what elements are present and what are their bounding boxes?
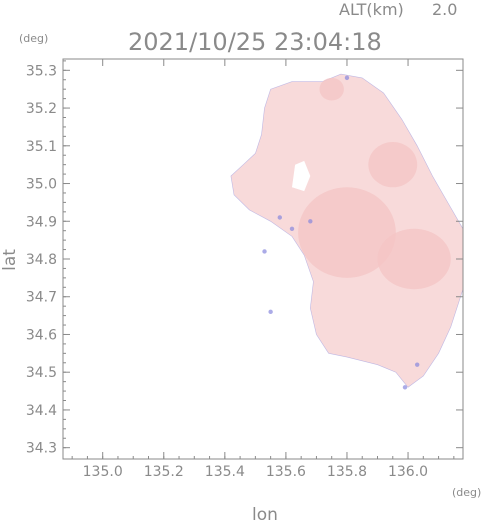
y-tick-label-5: 34.8 <box>26 252 57 268</box>
data-field <box>230 73 464 390</box>
x-tick-label-0: 135.0 <box>83 464 123 480</box>
y-tick-label-0: 34.3 <box>26 441 57 457</box>
negative-cell-1 <box>289 226 295 232</box>
negative-cell-2 <box>277 215 282 220</box>
y-tick-label-1: 34.4 <box>26 403 57 419</box>
field-patch-3 <box>368 142 418 188</box>
field-patch-1 <box>298 187 396 278</box>
y-tick-label-2: 34.5 <box>26 365 57 381</box>
negative-cell-4 <box>268 309 273 315</box>
negative-cell-5 <box>402 385 408 390</box>
negative-cell-0 <box>308 219 313 224</box>
x-tick-label-3: 135.6 <box>266 464 306 480</box>
negative-cell-6 <box>414 362 420 367</box>
y-axis-label: lat <box>0 249 20 271</box>
y-axis-unit: (deg) <box>19 32 48 45</box>
altitude-value: 2.0 <box>432 0 457 19</box>
field-patch-0 <box>319 77 344 101</box>
negative-cell-3 <box>262 249 267 254</box>
y-tick-label-9: 35.2 <box>26 101 57 117</box>
x-tick-label-5: 136.0 <box>388 464 428 480</box>
x-tick-label-4: 135.8 <box>327 464 367 480</box>
altitude-label: ALT(km) <box>339 0 404 19</box>
field-patch-2 <box>377 228 451 290</box>
x-tick-label-1: 135.2 <box>144 464 184 480</box>
x-axis-label: lon <box>252 505 278 521</box>
y-tick-label-6: 34.9 <box>26 214 57 230</box>
y-tick-label-7: 35.0 <box>26 177 57 193</box>
chart-title: 2021/10/25 23:04:18 <box>128 28 382 56</box>
axis-ticks: 135.0 135.2 135.4 135.6 135.8 136.0 34.3 34.4 34… <box>26 59 463 480</box>
y-tick-label-4: 34.7 <box>26 290 57 306</box>
field-gap <box>292 160 311 192</box>
y-tick-label-8: 35.1 <box>26 139 57 155</box>
x-tick-label-2: 135.4 <box>205 464 245 480</box>
y-tick-label-10: 35.3 <box>26 63 57 79</box>
negative-cell-7 <box>344 75 350 81</box>
y-tick-label-3: 34.6 <box>26 327 57 343</box>
x-axis-unit: (deg) <box>452 486 481 499</box>
